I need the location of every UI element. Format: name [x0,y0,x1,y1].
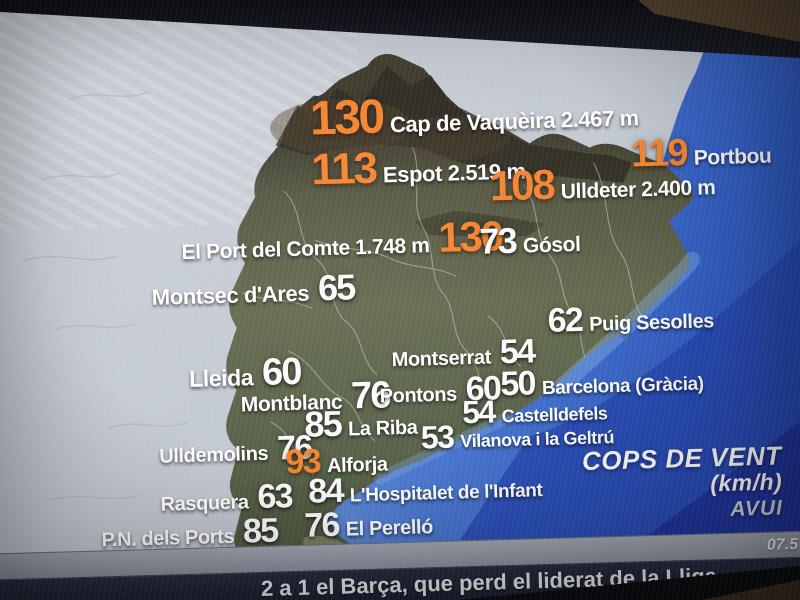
wind-station: 62 Puig Sesolles [547,299,715,340]
wind-station: 73 Gósol [478,219,581,262]
station-name: Montsec d'Ares [151,280,310,310]
station-name: Gósol [522,232,581,258]
station-name: Rasquera [160,491,249,516]
wind-station: 119 Portbou [630,131,772,176]
rock-tint [270,98,411,155]
wind-station: 76 El Perelló [303,505,434,545]
station-name: Puig Sesolles [588,310,715,336]
station-value: 73 [478,219,517,262]
wind-station: 130 Cap de Vaquèira 2.467 m [309,86,640,146]
coastal-shallows [554,251,700,394]
station-value: 85 [242,511,278,551]
coastal-shallows [373,411,515,485]
wind-station: 84 L'Hospitalet de l'Infant [307,468,543,511]
station-value: 65 [317,266,355,309]
cadi-ridge [414,210,545,237]
legend: COPS DE VENT (km/h) AVUI [582,440,784,525]
station-name: El Perelló [345,516,434,541]
station-value: 62 [547,300,583,340]
station-name: Cap de Vaquèira 2.467 m [389,105,640,138]
station-name: El Port del Comte 1.748 m [181,234,430,265]
station-name: L'Hospitalet de l'Infant [349,480,543,507]
wind-station: El Port del Comte 1.748 m 130 [181,212,502,266]
station-name: Portbou [693,144,772,170]
station-value: 108 [489,160,555,210]
wind-station: Montsec d'Ares 65 [151,266,355,311]
station-value: 119 [630,131,688,176]
station-value: 53 [420,418,454,456]
wind-station: 85 La Riba [304,403,418,445]
station-value: 76 [303,505,340,545]
station-value: 63 [256,477,293,517]
pyrenees-ridge [275,66,632,183]
station-value: 130 [309,90,384,146]
clock: 07.5 [766,535,799,554]
terrain-ridges [23,91,189,501]
station-name: Ulldeter 2.400 m [560,176,716,204]
station-name: La Riba [347,416,418,441]
station-name: Ulldemolins [158,442,269,468]
station-value: 113 [310,143,377,195]
station-value: 84 [307,471,344,511]
station-name: Montserrat [391,346,492,372]
rock-tint [390,116,511,161]
comarca-borders [241,147,643,475]
